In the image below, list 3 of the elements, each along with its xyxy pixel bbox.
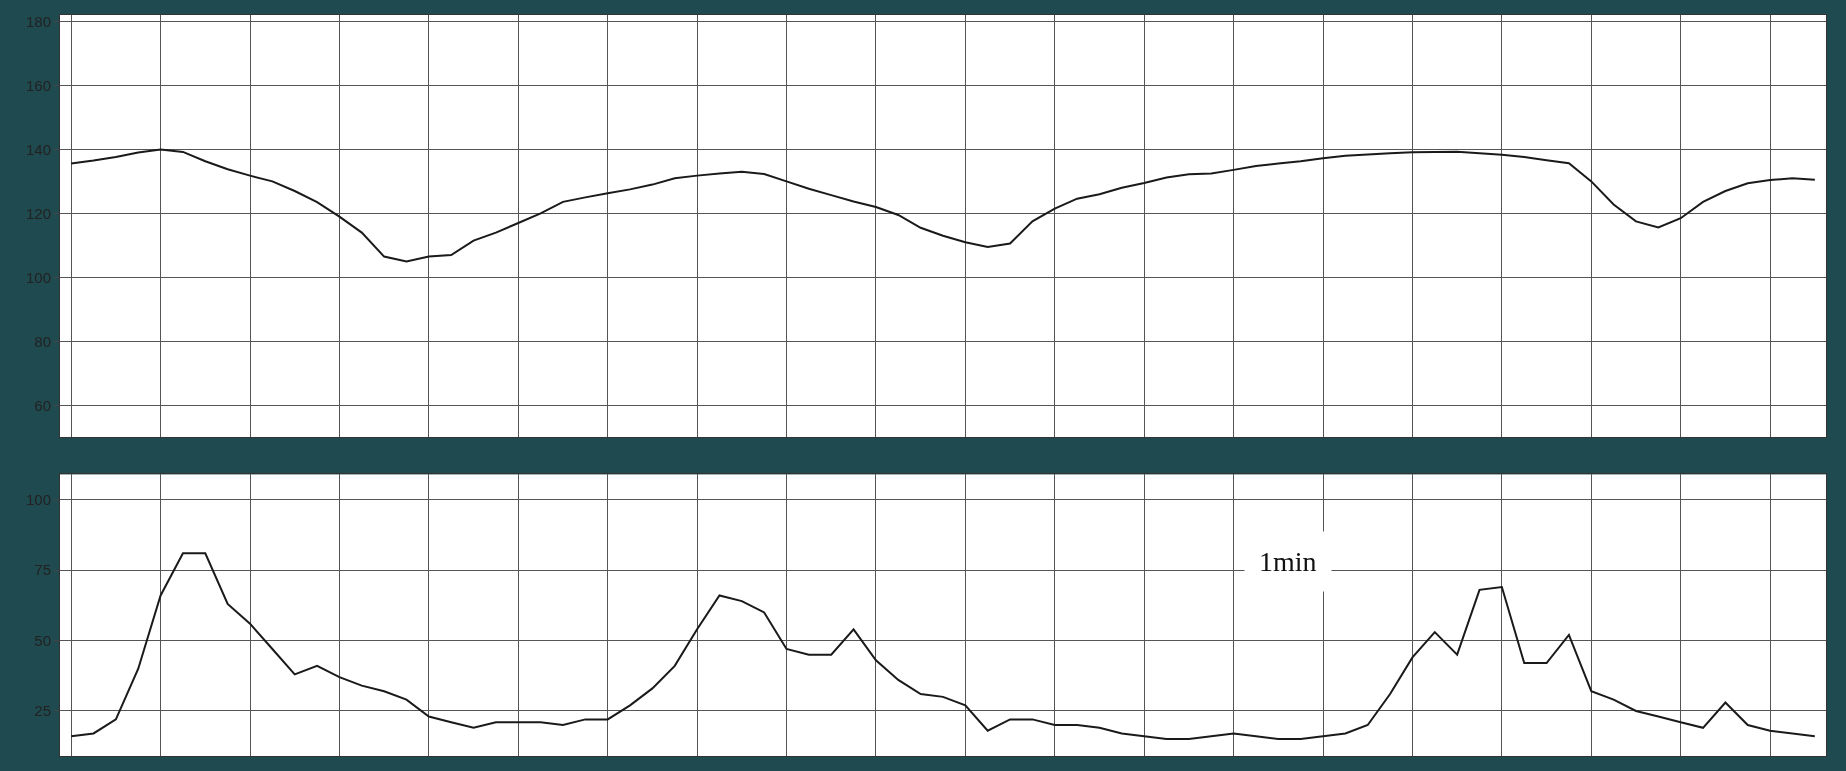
line-series: [70, 552, 1816, 741]
line-series: [70, 148, 1816, 263]
annotation: 1min: [1259, 546, 1317, 577]
